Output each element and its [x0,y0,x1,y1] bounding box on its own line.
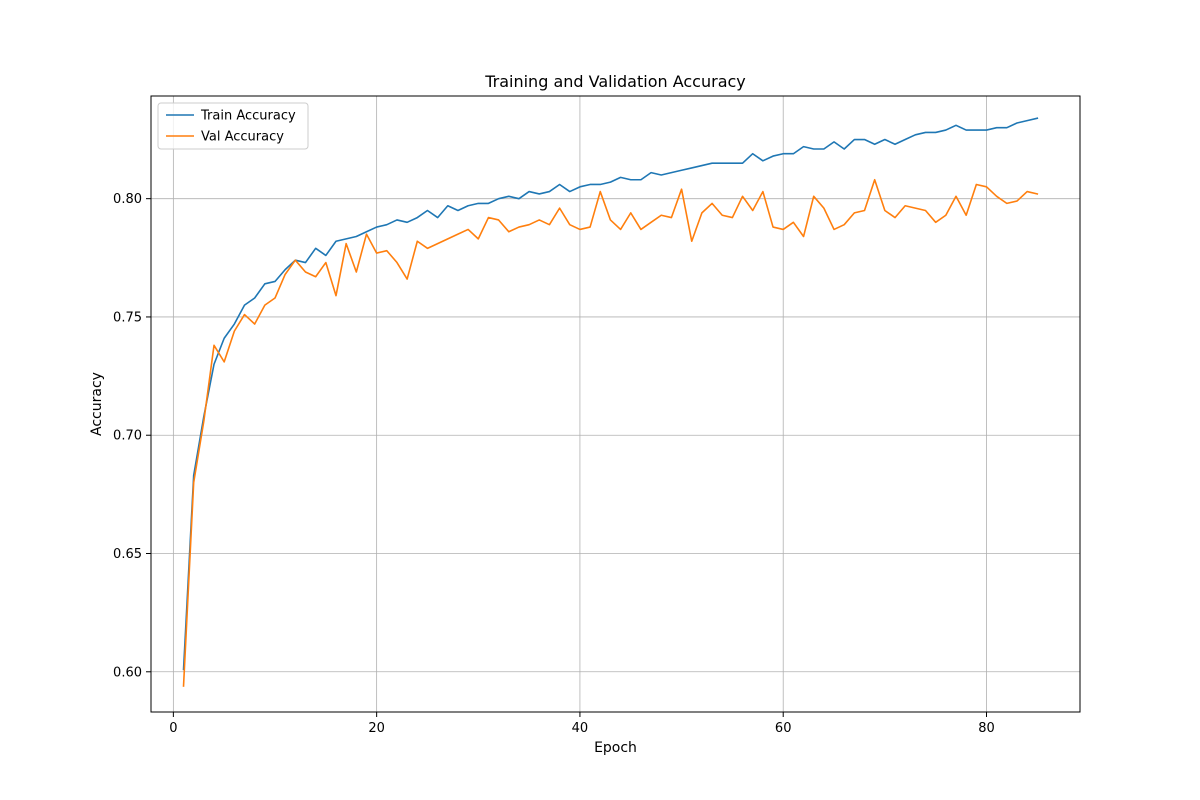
axis-ticks: 0 20 40 60 80 0.60 0.65 0.70 0.75 0.80 [113,192,995,736]
legend-label: Val Accuracy [201,130,284,145]
x-tick-label: 40 [572,721,589,736]
y-tick-label: 0.70 [113,429,142,444]
x-tick-label: 20 [368,721,385,736]
series-line-train-accuracy [182,117,1039,671]
x-tick-label: 0 [169,721,177,736]
x-tick-label: 60 [775,721,792,736]
x-tick-label: 80 [978,721,995,736]
legend: Train Accuracy Val Accuracy [157,102,309,150]
y-axis-label: Accuracy [89,372,105,436]
legend-box [157,102,309,150]
series-line-val-accuracy [182,178,1039,687]
y-tick-label: 0.60 [113,665,142,680]
x-axis-label: Epoch [594,740,637,756]
plot-frame [150,95,1081,713]
grid-lines [151,96,1080,712]
y-tick-label: 0.65 [113,547,142,562]
y-tick-label: 0.75 [113,310,142,325]
chart-title: Training and Validation Accuracy [484,72,746,91]
y-tick-label: 0.80 [113,192,142,207]
series-lines [182,117,1039,687]
legend-label: Train Accuracy [200,109,296,124]
